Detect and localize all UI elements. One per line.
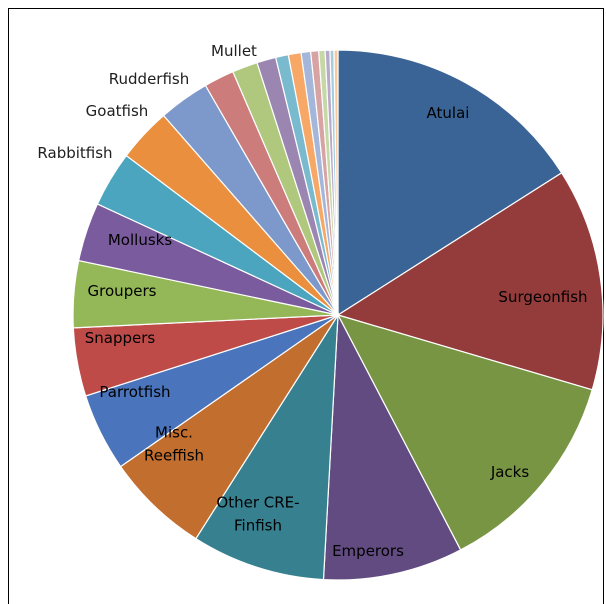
pie-slice-surgeonfish xyxy=(336,172,604,391)
pie-slice-emperors xyxy=(322,312,462,581)
slice-label-atulai: Atulai xyxy=(427,104,470,122)
slice-label-rudderfish: Rudderfish xyxy=(109,70,189,88)
slice-label-rabbitfish: Rabbitfish xyxy=(37,144,112,162)
slice-label-surgeonfish: Surgeonfish xyxy=(498,288,587,306)
pie-slice-atulai xyxy=(337,49,563,317)
slice-label-jacks: Jacks xyxy=(490,463,530,481)
slice-label-parrotfish: Parrotfish xyxy=(99,383,170,401)
slice-label-snappers: Snappers xyxy=(85,329,156,347)
slice-label-mullet: Mullet xyxy=(211,42,257,60)
slice-label-misc-reeffish: Misc. Reeffish xyxy=(144,424,204,465)
slice-label-other-cre-finfish: Other CRE-Finfish xyxy=(216,494,299,535)
chart-frame xyxy=(8,8,604,604)
pie-slice-unlabeled-23 xyxy=(333,49,339,316)
slice-label-groupers: Groupers xyxy=(88,282,157,300)
pie-slice-jacks xyxy=(336,314,593,551)
pie-slice-other-cre-finfish xyxy=(195,312,339,581)
slice-label-goatfish: Goatfish xyxy=(86,102,149,120)
slice-label-emperors: Emperors xyxy=(332,542,404,560)
slice-label-mollusks: Mollusks xyxy=(108,231,172,249)
